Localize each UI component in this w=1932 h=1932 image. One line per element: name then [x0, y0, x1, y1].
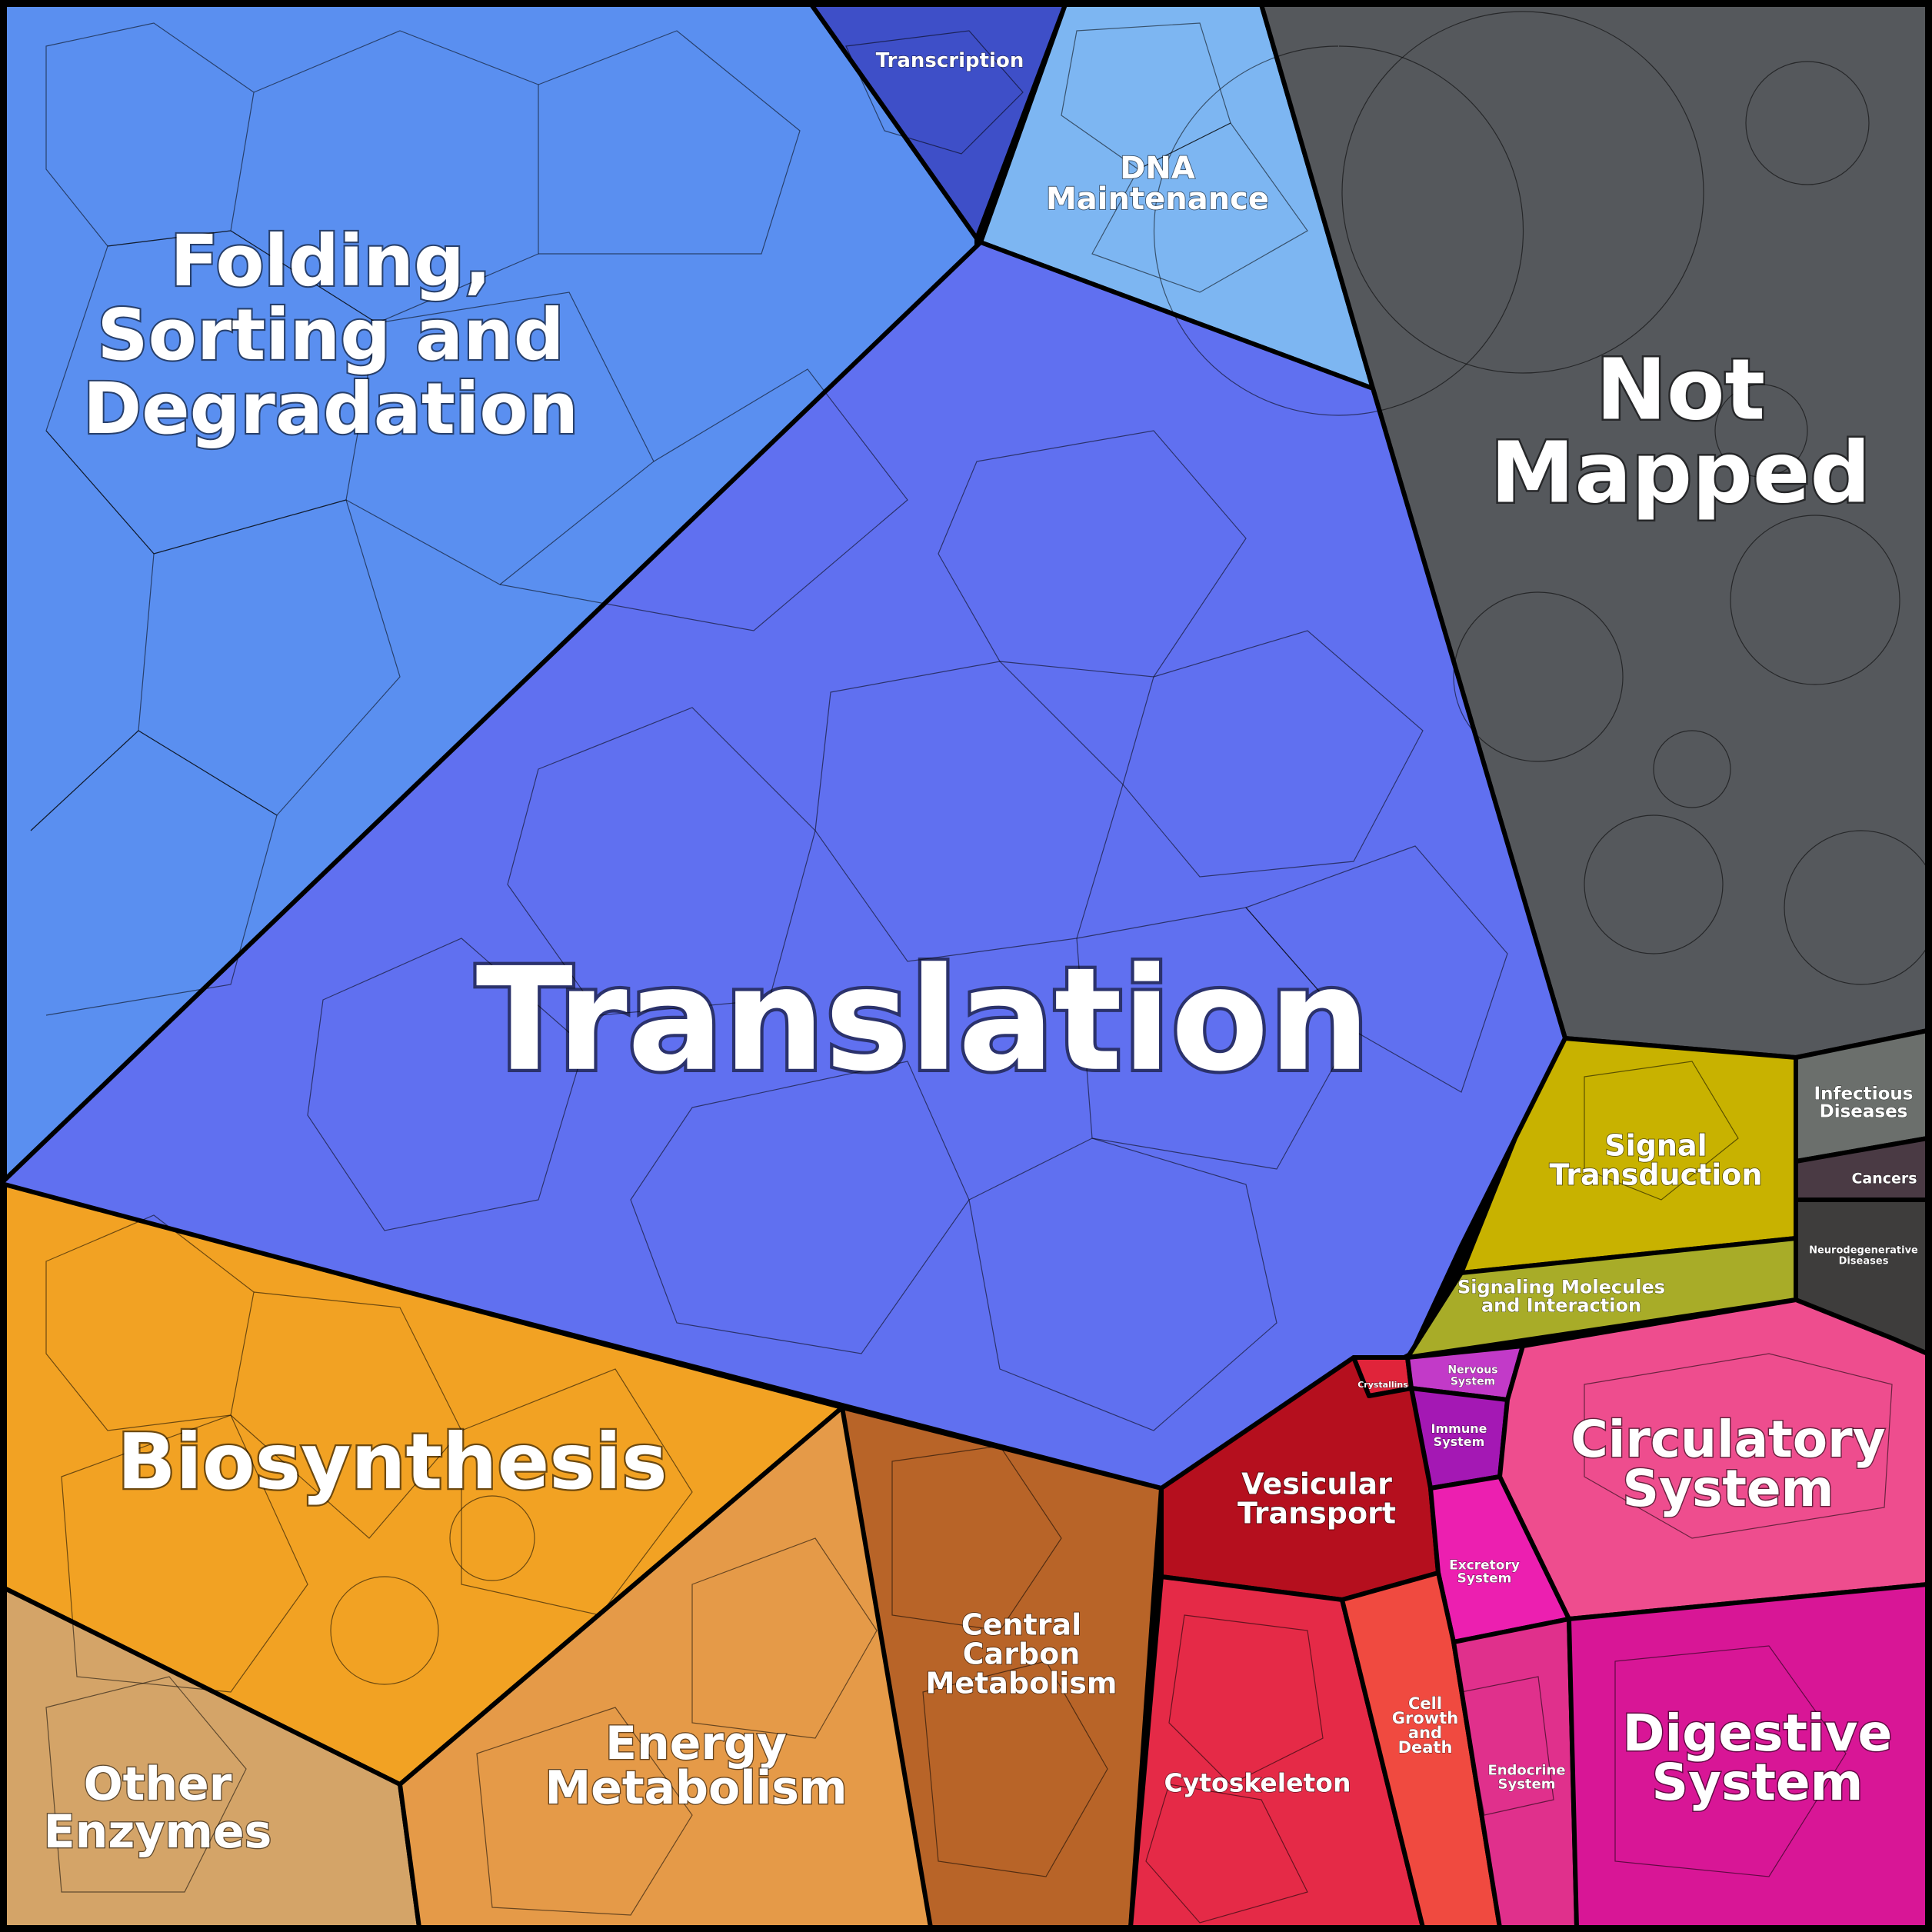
label-folding-line: Folding,	[170, 220, 491, 302]
region-digestive	[1567, 1582, 1930, 1930]
label-dna-line: DNA	[1120, 151, 1195, 186]
label-signalingmol-line: Signaling Molecules	[1457, 1276, 1665, 1297]
label-cellgrowth-line: Cell	[1408, 1694, 1442, 1713]
label-signalingmol: Signaling Molecules and Interaction	[1457, 1276, 1665, 1316]
label-notmapped-line: Not	[1596, 341, 1765, 439]
label-energy-line: Energy	[605, 1717, 787, 1770]
label-energy: Energy Metabolism	[545, 1717, 847, 1815]
label-endocrine-line: System	[1498, 1776, 1556, 1792]
label-excretory: Excretory System	[1449, 1557, 1520, 1586]
region-transcription	[809, 2, 1068, 241]
label-vesicular: Vesicular Transport	[1237, 1467, 1396, 1530]
sub-cell-texture	[30, 11, 1932, 1924]
label-biosynthesis-line: Biosynthesis	[117, 1417, 667, 1507]
label-dna-line: Maintenance	[1046, 182, 1269, 217]
label-cellgrowth-line: Growth	[1392, 1709, 1458, 1727]
label-immune-line: System	[1434, 1434, 1485, 1449]
label-digestive-line: Digestive	[1623, 1704, 1893, 1763]
label-neuro-line: Diseases	[1839, 1256, 1889, 1267]
label-notmapped: Not Mapped	[1491, 341, 1871, 522]
label-excretory-line: System	[1457, 1571, 1512, 1586]
label-central-line: Metabolism	[926, 1666, 1118, 1700]
label-immune: Immune System	[1431, 1421, 1487, 1449]
label-neuro: Neurodegenerative Diseases	[1809, 1245, 1918, 1267]
label-crystallins: Crystallins	[1357, 1380, 1408, 1390]
label-central-line: Central	[961, 1607, 1081, 1641]
label-translation-line: Translation	[476, 937, 1371, 1103]
label-excretory-line: Excretory	[1449, 1557, 1520, 1573]
label-cellgrowth: Cell Growth and Death	[1392, 1694, 1458, 1757]
label-folding-line: Degradation	[83, 368, 578, 450]
label-signal: Signal Transduction	[1550, 1128, 1763, 1191]
label-nervous-line: System	[1451, 1375, 1495, 1387]
label-signal-line: Signal	[1604, 1128, 1707, 1162]
label-energy-line: Metabolism	[545, 1761, 847, 1815]
label-cellgrowth-line: and	[1408, 1724, 1442, 1742]
label-vesicular-line: Transport	[1237, 1496, 1396, 1530]
label-neuro-line: Neurodegenerative	[1809, 1245, 1918, 1257]
label-cancers-line: Cancers	[1851, 1171, 1917, 1188]
label-nervous: Nervous System	[1447, 1364, 1497, 1387]
label-vesicular-line: Vesicular	[1241, 1467, 1392, 1501]
label-folding: Folding, Sorting and Degradation	[83, 220, 578, 450]
label-central: Central Carbon Metabolism	[926, 1607, 1118, 1700]
label-signal-line: Transduction	[1550, 1158, 1763, 1191]
label-endocrine-line: Endocrine	[1487, 1762, 1565, 1778]
label-circulatory-line: Circulatory	[1571, 1410, 1885, 1469]
label-transcription-line: Transcription	[876, 49, 1024, 72]
label-cancers: Cancers	[1851, 1171, 1917, 1188]
label-otherenzymes-line: Enzymes	[44, 1805, 272, 1859]
label-biosynthesis: Biosynthesis	[117, 1417, 667, 1507]
label-circulatory: Circulatory System	[1571, 1410, 1885, 1518]
label-signalingmol-line: and Interaction	[1481, 1294, 1641, 1316]
label-notmapped-line: Mapped	[1491, 424, 1871, 522]
label-central-line: Carbon	[963, 1637, 1081, 1671]
label-crystallins-line: Crystallins	[1357, 1380, 1408, 1390]
label-infectious-line: Diseases	[1820, 1102, 1908, 1122]
label-endocrine: Endocrine System	[1487, 1762, 1565, 1792]
label-otherenzymes: Other Enzymes	[44, 1757, 272, 1859]
label-otherenzymes-line: Other	[84, 1757, 232, 1811]
label-dna: DNA Maintenance	[1046, 151, 1269, 217]
label-cytoskeleton-line: Cytoskeleton	[1164, 1768, 1351, 1798]
label-nervous-line: Nervous	[1447, 1364, 1497, 1376]
label-digestive-line: System	[1652, 1753, 1864, 1812]
label-translation: Translation	[476, 937, 1371, 1103]
label-infectious: Infectious Diseases	[1814, 1084, 1914, 1122]
label-cytoskeleton: Cytoskeleton	[1164, 1768, 1351, 1798]
label-circulatory-line: System	[1623, 1459, 1834, 1518]
label-cellgrowth-line: Death	[1398, 1738, 1453, 1757]
label-immune-line: Immune	[1431, 1421, 1487, 1436]
label-infectious-line: Infectious	[1814, 1084, 1914, 1104]
label-folding-line: Sorting and	[97, 294, 564, 376]
label-transcription: Transcription	[876, 49, 1024, 72]
label-digestive: Digestive System	[1623, 1704, 1893, 1812]
